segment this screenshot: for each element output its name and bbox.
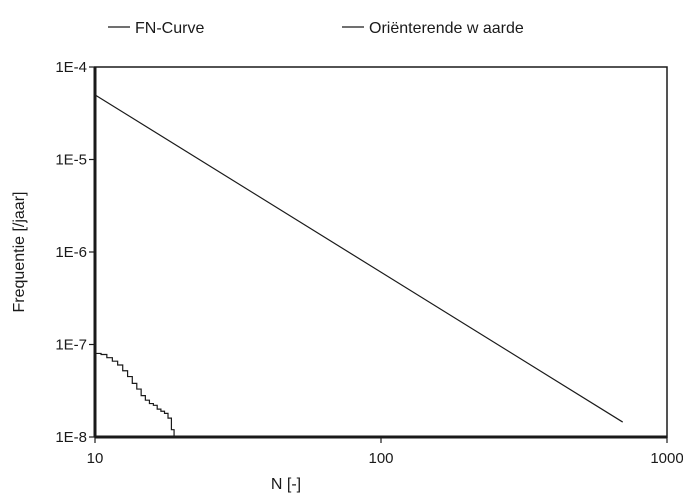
x-ticks: 10 100 1000 [87,437,683,467]
legend: FN-Curve Oriënterende w aarde [108,20,524,37]
y-tick-label: 1E-6 [55,244,87,261]
x-tick-label: 1000 [650,450,683,467]
y-tick-label: 1E-7 [55,337,87,354]
x-axis-label: N [-] [271,476,301,493]
legend-label: FN-Curve [135,20,204,37]
fn-curve-line [95,352,175,437]
y-tick-label: 1E-4 [55,59,87,76]
plot-frame [94,66,668,438]
y-tick-label: 1E-8 [55,429,87,446]
series-layer [94,94,624,437]
x-tick-label: 10 [87,450,104,467]
orienterende-waarde-line [94,94,624,423]
legend-label: Oriënterende w aarde [369,20,524,37]
y-tick-label: 1E-5 [55,152,87,169]
y-axis-label: Frequentie [/jaar] [11,192,28,313]
x-tick-label: 100 [368,450,393,467]
y-ticks: 1E-4 1E-5 1E-6 1E-7 1E-8 [55,59,95,446]
